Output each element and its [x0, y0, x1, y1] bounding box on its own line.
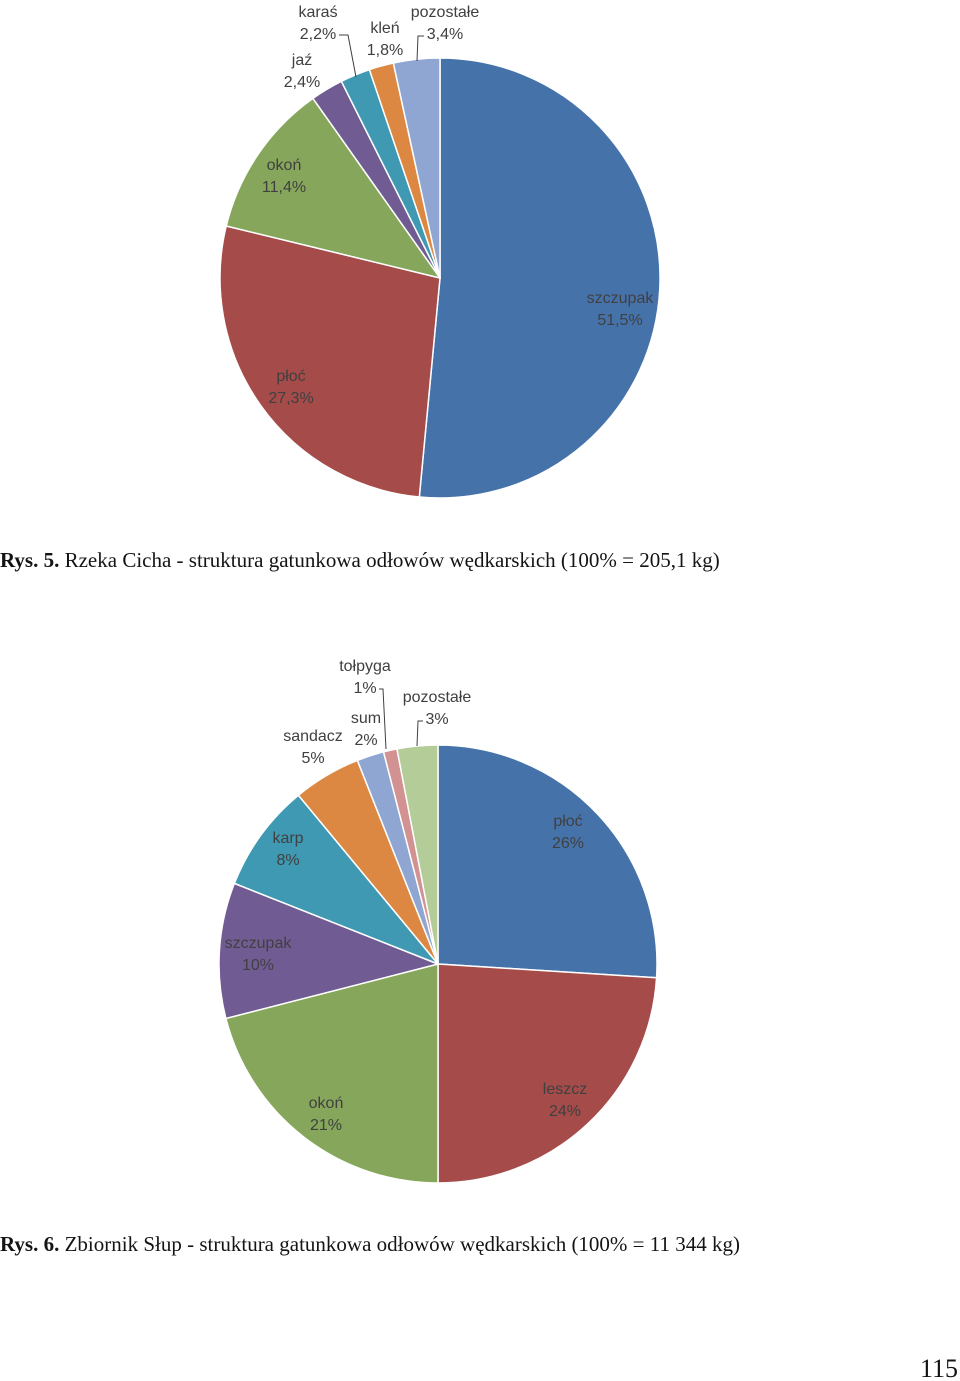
fig5-slices: [219, 57, 661, 499]
fig5-label-klen-category: kleń: [370, 20, 399, 37]
fig5-caption-number: Rys. 5.: [0, 548, 60, 572]
fig6-label-ploc-category: płoć: [553, 813, 582, 830]
fig6-caption-number: Rys. 6.: [0, 1232, 60, 1256]
fig6-label-sum-value: 2%: [354, 732, 377, 749]
fig5-label-jaz-value: 2,4%: [284, 74, 320, 91]
fig6-label-okon-value: 21%: [310, 1117, 342, 1134]
fig6-label-tolpyga-category: tołpyga: [339, 658, 391, 675]
fig6-label-sandacz-value: 5%: [301, 750, 324, 767]
fig6-label-pozostale-category: pozostałe: [403, 689, 472, 706]
fig6-slice-ploc: [437, 744, 658, 979]
fig5-label-ploc-value: 27,3%: [268, 390, 313, 407]
fig6-pie-chart: płoć 26% leszcz 24% okoń 21% szczupak 10% karp 8%…: [218, 658, 658, 1184]
fig5-label-szczupak-value: 51,5%: [597, 312, 642, 329]
fig5-caption-text: Rzeka Cicha - struktura gatunkowa odłowó…: [64, 548, 720, 572]
fig6-caption: Rys. 6. Zbiornik Słup - struktura gatunk…: [0, 1231, 740, 1257]
fig5-label-szczupak-category: szczupak: [587, 290, 655, 307]
fig5-caption: Rys. 5. Rzeka Cicha - struktura gatunkow…: [0, 547, 720, 573]
page-number: 115: [919, 1354, 958, 1381]
fig6-leader-line-pozostale: [416, 720, 423, 747]
fig5-leader-lines: [339, 34, 424, 78]
fig6-label-okon-category: okoń: [309, 1095, 344, 1112]
fig6-slice-karp: [233, 794, 439, 965]
fig5-label-okon-value: 11,4%: [262, 179, 306, 196]
fig5-slice-ploc: [219, 225, 441, 498]
fig6-label-szczupak-value: 10%: [242, 957, 274, 974]
fig5-data-labels: szczupak 51,5% płoć 27,3% okoń 11,4% jaź 2,4% ka…: [262, 4, 654, 407]
fig5-label-klen-value: 1,8%: [367, 42, 403, 59]
fig5-slice-okon: [225, 97, 441, 279]
fig6-label-szczupak-category: szczupak: [225, 935, 293, 952]
fig6-label-leszcz-value: 24%: [549, 1103, 581, 1120]
fig5-pie-chart: szczupak 51,5% płoć 27,3% okoń 11,4% jaź 2,4% ka…: [219, 4, 661, 499]
fig5-leader-line-pozostale: [416, 35, 424, 62]
fig6-data-labels: płoć 26% leszcz 24% okoń 21% szczupak 10% karp 8%…: [225, 658, 588, 1134]
fig5-slice-szczupak: [418, 57, 661, 499]
fig6-slice-leszcz: [437, 963, 658, 1184]
fig6-label-sum-category: sum: [351, 710, 381, 727]
fig6-leader-lines: [379, 688, 423, 750]
fig6-label-ploc-value: 26%: [552, 835, 584, 852]
fig6-slice-szczupak: [218, 882, 439, 1020]
fig6-label-karp-category: karp: [272, 830, 303, 847]
fig5-label-okon-category: okoń: [267, 157, 302, 174]
fig5-label-pozostale-value: 3,4%: [427, 26, 463, 43]
fig5-label-karas-category: karaś: [298, 4, 337, 21]
fig5-label-ploc-category: płoć: [276, 368, 305, 385]
fig6-label-tolpyga-value: 1%: [353, 680, 376, 697]
fig5-label-karas-value: 2,2%: [300, 26, 336, 43]
fig5-slice-pozostale: [392, 57, 441, 279]
fig6-slice-okon: [225, 963, 439, 1184]
fig6-label-leszcz-category: leszcz: [543, 1081, 587, 1098]
fig6-label-sandacz-category: sandacz: [283, 728, 343, 745]
fig5-label-jaz-category: jaź: [291, 52, 312, 69]
fig6-caption-text: Zbiornik Słup - struktura gatunkowa odło…: [64, 1232, 740, 1256]
fig6-slices: [218, 744, 658, 1184]
fig6-leader-line-tolpyga: [379, 688, 387, 750]
fig6-label-pozostale-value: 3%: [425, 711, 448, 728]
fig6-label-karp-value: 8%: [276, 852, 299, 869]
fig5-leader-line-karas: [339, 34, 357, 78]
fig5-label-pozostale-category: pozostałe: [411, 4, 480, 21]
